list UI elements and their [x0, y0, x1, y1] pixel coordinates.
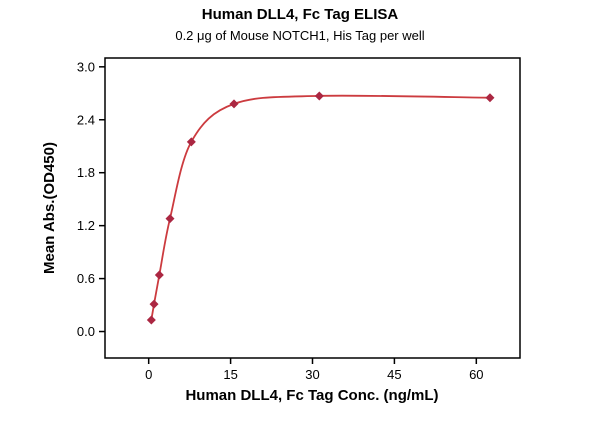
chart-title: Human DLL4, Fc Tag ELISA [201, 6, 399, 23]
svg-text:2.4: 2.4 [77, 112, 95, 127]
data-point-marker [314, 91, 324, 101]
svg-text:3.0: 3.0 [77, 59, 95, 74]
axis-tick-labels: 0 15 30 45 60 0.0 0.6 1.2 1.8 2.4 3.0 [77, 59, 484, 382]
data-point-marker [229, 99, 239, 109]
data-curve [150, 94, 491, 321]
axes [104, 57, 521, 359]
svg-text:0: 0 [145, 367, 152, 382]
chart-subtitle: 0.2 μg of Mouse NOTCH1, His Tag per well [175, 28, 425, 43]
data-point-marker [186, 137, 196, 147]
svg-text:1.2: 1.2 [77, 218, 95, 233]
data-point-marker [149, 299, 159, 309]
y-axis-label: Mean Abs.(OD450) [41, 142, 58, 274]
x-axis-label: Human DLL4, Fc Tag Conc. (ng/mL) [185, 387, 438, 404]
data-point-marker [165, 214, 175, 224]
svg-text:60: 60 [469, 367, 483, 382]
svg-text:15: 15 [223, 367, 237, 382]
svg-text:1.8: 1.8 [77, 165, 95, 180]
svg-text:45: 45 [387, 367, 401, 382]
axis-ticks [99, 66, 478, 364]
svg-text:0.6: 0.6 [77, 271, 95, 286]
data-point-marker [485, 93, 495, 103]
data-point-marker [146, 315, 156, 325]
svg-text:0.0: 0.0 [77, 324, 95, 339]
svg-text:30: 30 [305, 367, 319, 382]
data-points [146, 91, 495, 325]
data-point-marker [154, 270, 164, 280]
